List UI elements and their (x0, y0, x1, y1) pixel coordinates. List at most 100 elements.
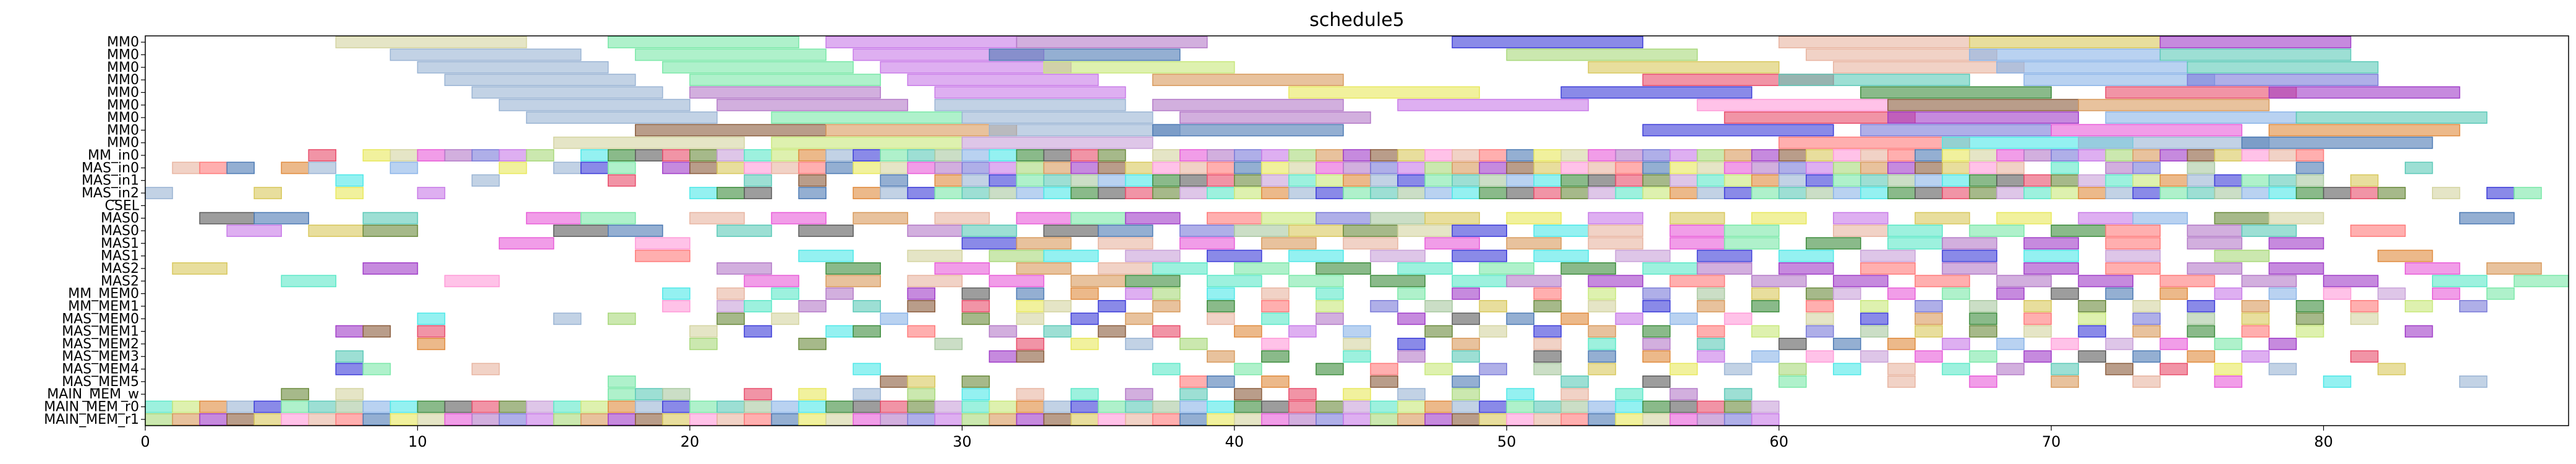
task-bar (1070, 212, 1126, 225)
task-bar (988, 124, 1181, 137)
x-tick-label: 50 (1497, 433, 1516, 450)
task-bar (1833, 212, 1889, 225)
task-bar (1887, 287, 1916, 300)
task-bar (2268, 174, 2297, 187)
task-bar (934, 86, 1126, 99)
task-bar (1043, 161, 1072, 174)
task-bar (1179, 337, 1208, 350)
task-bar (798, 413, 827, 426)
task-bar (335, 187, 364, 199)
task-bar (471, 413, 500, 426)
task-bar (1097, 149, 1126, 161)
task-bar (1996, 174, 2025, 187)
task-bar (580, 212, 636, 225)
task-bar (1506, 388, 1535, 401)
task-bar (335, 36, 527, 49)
task-bar (1234, 187, 1262, 199)
task-bar (553, 413, 582, 426)
task-bar (1751, 149, 1780, 161)
task-bar (988, 325, 1018, 338)
task-bar (608, 225, 663, 237)
task-bar (2187, 61, 2379, 74)
task-bar (1588, 212, 1644, 225)
task-bar (1424, 161, 1453, 174)
task-bar (2187, 312, 2216, 325)
task-bar (281, 400, 310, 413)
task-bar (1207, 249, 1262, 262)
task-bar (1097, 161, 1126, 174)
task-bar (1860, 312, 1889, 325)
task-bar (1179, 111, 1371, 124)
x-tick-label: 20 (681, 433, 700, 450)
task-bar (635, 48, 827, 61)
task-bar (988, 275, 1045, 288)
task-bar (362, 400, 391, 413)
task-bar (1179, 400, 1208, 413)
task-bar (1860, 149, 1889, 161)
task-bar (2459, 375, 2488, 388)
y-tick-label: MAS_in2 (82, 186, 139, 201)
task-bar (2268, 262, 2324, 275)
task-bar (1207, 312, 1235, 325)
task-bar (172, 262, 227, 275)
task-bar (1669, 413, 1698, 426)
task-bar (1016, 413, 1045, 426)
task-bar (1506, 400, 1535, 413)
task-bar (1316, 287, 1344, 300)
x-tick-label: 10 (408, 433, 427, 450)
task-bar (2241, 149, 2270, 161)
task-bar (2132, 161, 2161, 174)
task-bar (716, 225, 772, 237)
task-bar (226, 161, 255, 174)
y-tick-label: MAS_MEM0 (62, 311, 139, 327)
task-bar (2105, 287, 2134, 300)
task-bar (1915, 325, 1943, 338)
task-bar (389, 48, 582, 61)
task-bar (417, 61, 609, 74)
task-bar (2132, 325, 2161, 338)
y-tick-label: MAIN_MEM_r0 (44, 400, 139, 415)
task-bar (1016, 350, 1045, 363)
task-bar (907, 149, 936, 161)
task-bar (2159, 287, 2188, 300)
task-bar (662, 149, 691, 161)
task-bar (1424, 149, 1453, 161)
task-bar (281, 161, 310, 174)
task-bar (1724, 161, 1753, 174)
task-bar (934, 149, 963, 161)
task-bar (2023, 237, 2079, 250)
task-bar (2459, 300, 2488, 312)
task-bar (961, 312, 990, 325)
task-bar (2051, 337, 2079, 350)
task-bar (2214, 212, 2270, 225)
task-bar (525, 111, 718, 124)
task-bar (1070, 287, 1099, 300)
y-tick-label: MAIN_MEM_w (47, 387, 139, 402)
task-bar (1234, 413, 1262, 426)
y-tick-label: MM0 (107, 60, 139, 75)
task-bar (1261, 300, 1290, 312)
task-bar (1016, 161, 1045, 174)
task-bar (934, 400, 963, 413)
task-bar (1288, 249, 1344, 262)
task-bar (172, 400, 200, 413)
task-bar (1343, 337, 1371, 350)
task-bar (1370, 174, 1398, 187)
task-bar (988, 174, 1018, 187)
task-bar (1397, 187, 1426, 199)
task-bar (1751, 413, 1780, 426)
task-bar (1316, 262, 1371, 275)
task-bar (880, 149, 909, 161)
task-bar (716, 262, 772, 275)
y-tick-label: MM0 (107, 47, 139, 62)
task-bar (1533, 350, 1562, 363)
task-bar (744, 275, 799, 288)
task-bar (1506, 413, 1535, 426)
task-bar (1207, 413, 1235, 426)
task-bar (1996, 61, 2188, 74)
task-bar (1805, 48, 1997, 61)
task-bar (1370, 363, 1398, 376)
task-bar (689, 337, 718, 350)
task-bar (852, 149, 881, 161)
task-bar (2105, 363, 2134, 376)
